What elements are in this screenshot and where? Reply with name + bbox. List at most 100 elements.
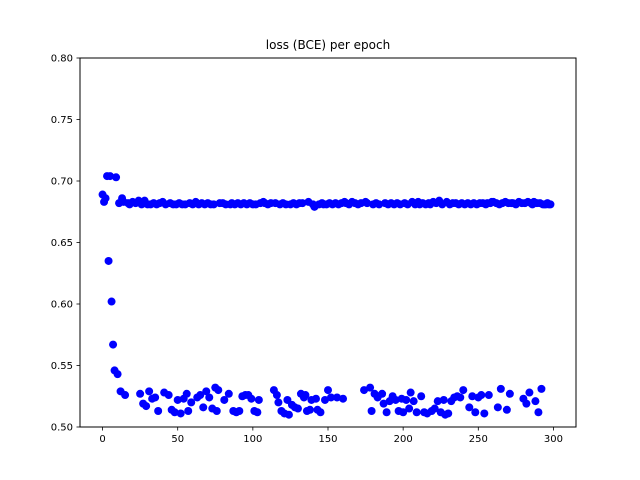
data-point	[164, 391, 173, 400]
data-point	[468, 392, 477, 401]
data-point	[224, 389, 233, 398]
data-point	[537, 384, 546, 393]
data-point	[399, 408, 408, 417]
data-point	[439, 395, 448, 404]
y-tick-label: 0.80	[51, 54, 73, 65]
data-point	[496, 384, 505, 393]
data-point	[375, 200, 384, 209]
data-point	[301, 391, 310, 400]
data-point	[173, 395, 182, 404]
data-point	[505, 389, 514, 398]
data-point	[106, 172, 115, 181]
axis-ticks: 0 50 100 150 200 250 300 0.50 0.55 0.60 0.65 0.70 0.…	[51, 54, 563, 446]
data-point	[142, 402, 151, 411]
data-point	[402, 395, 411, 404]
chart-title: loss (BCE) per epoch	[266, 38, 390, 52]
data-point	[465, 403, 474, 412]
y-tick-label: 0.70	[51, 177, 73, 188]
y-tick-label: 0.65	[51, 238, 73, 249]
data-point	[205, 393, 214, 402]
data-point	[284, 410, 293, 419]
data-point	[546, 200, 555, 209]
data-point	[305, 405, 314, 414]
x-tick-label: 150	[318, 434, 337, 445]
x-tick-label: 200	[394, 434, 413, 445]
data-point	[235, 407, 244, 416]
data-point	[406, 388, 415, 397]
data-point	[112, 173, 121, 182]
data-point	[254, 395, 263, 404]
data-point	[459, 386, 468, 395]
data-point	[151, 393, 160, 402]
x-tick-label: 250	[469, 434, 488, 445]
data-point	[209, 200, 218, 209]
data-point	[363, 199, 372, 208]
data-point	[104, 256, 113, 265]
data-point	[378, 389, 387, 398]
data-point	[412, 408, 421, 417]
data-point	[502, 405, 511, 414]
data-point	[311, 394, 320, 403]
data-point	[430, 404, 439, 413]
data-point	[182, 389, 191, 398]
data-point	[327, 393, 336, 402]
data-point	[433, 397, 442, 406]
data-point	[522, 399, 531, 408]
x-tick-label: 100	[243, 434, 262, 445]
data-point	[444, 409, 453, 418]
data-point	[367, 407, 376, 416]
data-point	[214, 386, 223, 395]
data-point	[121, 391, 130, 400]
data-point	[339, 394, 348, 403]
y-tick-label: 0.50	[51, 423, 73, 434]
data-point	[253, 408, 262, 417]
data-point	[101, 194, 110, 203]
data-point	[187, 398, 196, 407]
data-point	[405, 404, 414, 413]
data-point	[220, 395, 229, 404]
data-point	[247, 394, 256, 403]
data-point	[324, 386, 332, 395]
data-point	[366, 383, 375, 392]
data-point	[456, 393, 465, 402]
y-tick-label: 0.60	[51, 300, 73, 311]
y-tick-label: 0.75	[51, 115, 73, 126]
data-point	[272, 391, 281, 400]
data-point	[484, 391, 493, 400]
data-point	[360, 386, 369, 395]
data-point	[196, 391, 205, 400]
data-points	[98, 172, 555, 419]
data-point	[391, 395, 400, 404]
data-point	[202, 387, 211, 396]
data-point	[534, 408, 543, 417]
data-point	[333, 393, 342, 402]
data-point	[320, 395, 329, 404]
x-tick-label: 50	[171, 434, 184, 445]
data-point	[199, 403, 208, 412]
data-point	[471, 408, 480, 417]
data-point	[409, 397, 418, 406]
data-point	[145, 387, 154, 396]
data-point	[316, 408, 325, 417]
data-point	[154, 407, 163, 416]
data-point	[493, 403, 502, 412]
data-point	[109, 340, 118, 349]
data-point	[298, 199, 307, 208]
data-point	[107, 297, 116, 306]
data-point	[170, 408, 179, 417]
data-point	[184, 407, 193, 416]
x-tick-label: 0	[99, 434, 105, 445]
data-point	[379, 399, 388, 408]
data-point	[293, 404, 302, 413]
data-point	[531, 397, 540, 406]
data-point	[525, 388, 534, 397]
data-point	[480, 409, 489, 418]
data-point	[382, 408, 391, 417]
data-point	[113, 370, 122, 379]
x-tick-label: 300	[544, 434, 563, 445]
data-point	[212, 407, 221, 416]
y-tick-label: 0.55	[51, 361, 73, 372]
data-point	[417, 392, 426, 401]
data-point	[136, 389, 145, 398]
